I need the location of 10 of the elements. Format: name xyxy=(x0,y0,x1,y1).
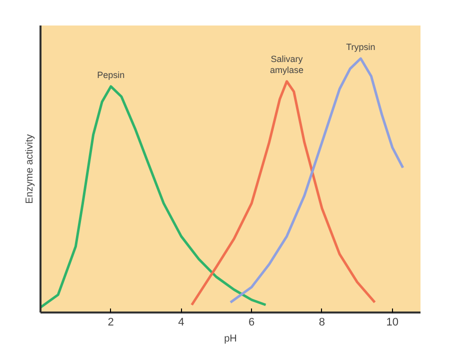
series-label: Trypsin xyxy=(346,42,376,52)
x-axis-title: pH xyxy=(224,334,237,344)
series-label: Salivary amylase xyxy=(270,54,304,76)
x-tick-label: 4 xyxy=(178,316,184,328)
series-label: Pepsin xyxy=(97,70,125,80)
x-tick-label: 8 xyxy=(318,316,326,328)
x-tick-label: 6 xyxy=(248,316,255,328)
x-tick-label: 10 xyxy=(386,316,398,328)
y-axis-title: Enzyme activity xyxy=(24,134,36,204)
x-tick-label: 2 xyxy=(108,316,114,328)
